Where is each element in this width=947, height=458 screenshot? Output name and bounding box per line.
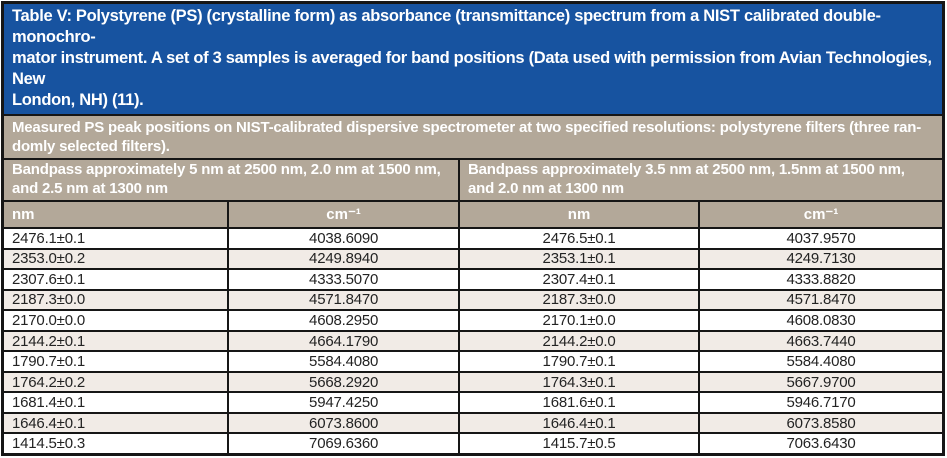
bandpass-header-left: Bandpass approximately 5 nm at 2500 nm, …: [4, 160, 458, 200]
table-subtitle: Measured PS peak positions on NIST-calib…: [4, 114, 942, 158]
cell-wavenumber-left: 4664.1790: [227, 331, 458, 351]
table-row: 2187.3±0.0 4571.8470 2187.3±0.0 4571.847…: [4, 288, 942, 310]
cell-wavenumber-right: 4663.7440: [698, 331, 942, 351]
cell-nm-right: 2144.2±0.0: [457, 331, 698, 351]
cell-wavenumber-right: 4571.8470: [698, 290, 942, 310]
cell-wavenumber-right: 4037.9570: [698, 229, 942, 248]
cell-nm-left: 1790.7±0.1: [12, 353, 85, 371]
cell-nm-right: 1681.6±0.1: [457, 393, 698, 412]
cell-wavenumber-left: 4333.5070: [227, 270, 458, 289]
cell-nm-left: 2170.0±0.0: [12, 311, 85, 329]
table-row: 2353.0±0.2 4249.8940 2353.1±0.1 4249.713…: [4, 247, 942, 269]
table-title-line-1: Table V: Polystyrene (PS) (crystalline f…: [12, 7, 881, 46]
bandpass-header-right: Bandpass approximately 3.5 nm at 2500 nm…: [457, 160, 942, 200]
table-row: 1414.5±0.3 7069.6360 1415.7±0.5 7063.643…: [4, 432, 942, 454]
table-row: 2170.0±0.0 4608.2950 2170.1±0.0 4608.083…: [4, 309, 942, 330]
cell-nm-left: 2187.3±0.0: [12, 291, 85, 309]
table-row: 2307.6±0.1 4333.5070 2307.4±0.1 4333.882…: [4, 268, 942, 289]
cell-nm-left: 2144.2±0.1: [12, 332, 85, 350]
cell-wavenumber-right: 4333.8820: [698, 270, 942, 289]
table-body: 2476.1±0.1 4038.6090 2476.5±0.1 4037.957…: [4, 227, 942, 454]
cell-wavenumber-right: 5946.7170: [698, 393, 942, 412]
cell-nm-right: 1646.4±0.1: [457, 413, 698, 433]
cell-wavenumber-right: 5584.4080: [698, 352, 942, 371]
table-row: 1764.2±0.2 5668.2920 1764.3±0.1 5667.970…: [4, 370, 942, 392]
cell-nm-right: 2187.3±0.0: [457, 290, 698, 310]
cell-nm-right: 1764.3±0.1: [457, 372, 698, 392]
cell-wavenumber-left: 4608.2950: [227, 311, 458, 330]
cell-wavenumber-left: 4038.6090: [227, 229, 458, 248]
cell-nm-right: 2170.1±0.0: [457, 311, 698, 330]
table-subtitle-line-1: Measured PS peak positions on NIST-calib…: [12, 119, 922, 136]
cell-nm-left: 2476.1±0.1: [12, 229, 85, 247]
cell-nm-left: 1764.2±0.2: [12, 373, 85, 391]
cell-nm-right: 2353.1±0.1: [457, 249, 698, 269]
cell-wavenumber-right: 7063.6430: [698, 434, 942, 454]
column-header-wavenumber-left: cm⁻¹: [227, 202, 458, 227]
cell-nm-right: 2307.4±0.1: [457, 270, 698, 289]
cell-wavenumber-right: 6073.8580: [698, 413, 942, 433]
table-row: 1681.4±0.1 5947.4250 1681.6±0.1 5946.717…: [4, 391, 942, 412]
cell-nm-left: 2307.6±0.1: [12, 270, 85, 288]
cell-nm-right: 2476.5±0.1: [457, 229, 698, 248]
cell-nm-left: 2353.0±0.2: [12, 250, 85, 268]
table-title-line-2: mator instrument. A set of 3 samples is …: [12, 49, 932, 88]
cell-wavenumber-left: 4571.8470: [227, 290, 458, 310]
cell-nm-left: 1681.4±0.1: [12, 394, 85, 412]
cell-nm-left: 1414.5±0.3: [12, 435, 85, 453]
cell-wavenumber-left: 5668.2920: [227, 372, 458, 392]
cell-nm-right: 1790.7±0.1: [457, 352, 698, 371]
table-row: 2144.2±0.1 4664.1790 2144.2±0.0 4663.744…: [4, 329, 942, 351]
column-header-wavenumber-right: cm⁻¹: [698, 202, 942, 227]
table-row: 1646.4±0.1 6073.8600 1646.4±0.1 6073.858…: [4, 411, 942, 433]
table-title-line-3: London, NH) (11).: [12, 91, 144, 109]
cell-wavenumber-left: 5947.4250: [227, 393, 458, 412]
cell-wavenumber-right: 5667.9700: [698, 372, 942, 392]
table-title: Table V: Polystyrene (PS) (crystalline f…: [4, 4, 942, 114]
cell-wavenumber-left: 4249.8940: [227, 249, 458, 269]
column-header-nm-left: nm: [4, 202, 228, 227]
column-header-row: nm cm⁻¹ nm cm⁻¹: [4, 200, 942, 227]
cell-wavenumber-right: 4608.0830: [698, 311, 942, 330]
cell-nm-left: 1646.4±0.1: [12, 414, 85, 432]
bandpass-header-row: Bandpass approximately 5 nm at 2500 nm, …: [4, 158, 942, 200]
cell-nm-right: 1415.7±0.5: [457, 434, 698, 454]
table-row: 1790.7±0.1 5584.4080 1790.7±0.1 5584.408…: [4, 350, 942, 371]
cell-wavenumber-left: 7069.6360: [227, 434, 458, 454]
table-subtitle-line-2: domly selected filters).: [12, 138, 170, 155]
table-row: 2476.1±0.1 4038.6090 2476.5±0.1 4037.957…: [4, 229, 942, 248]
column-header-nm-right: nm: [457, 202, 699, 227]
cell-wavenumber-left: 6073.8600: [227, 413, 458, 433]
cell-wavenumber-right: 4249.7130: [698, 249, 942, 269]
cell-wavenumber-left: 5584.4080: [227, 352, 458, 371]
